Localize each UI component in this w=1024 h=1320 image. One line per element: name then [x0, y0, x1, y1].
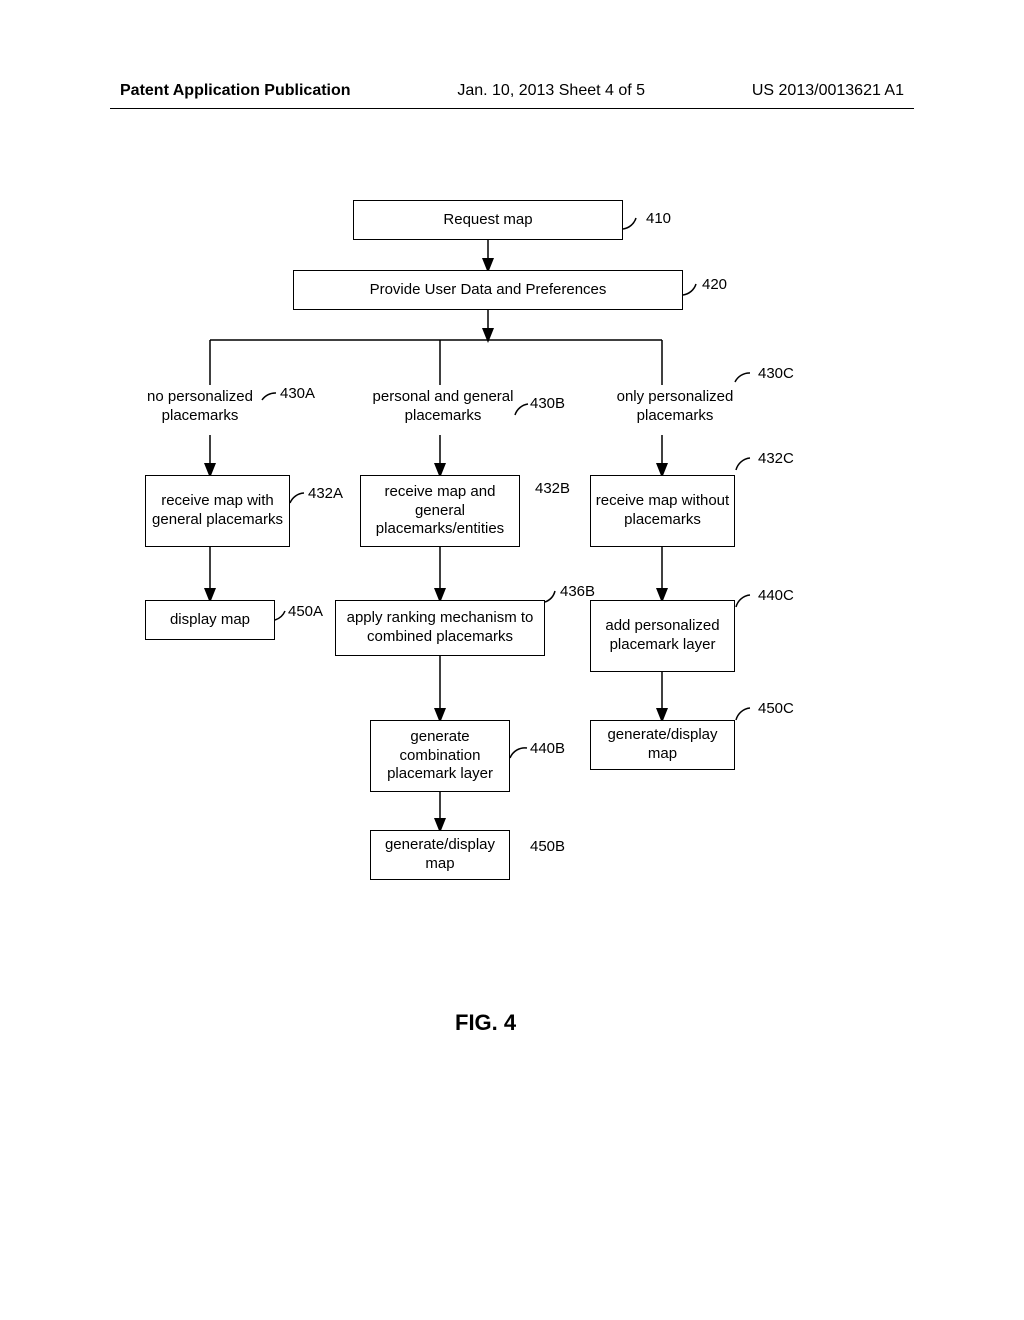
step-receive-no-placemarks: receive map without placemarks	[590, 475, 735, 547]
ref-440B: 440B	[530, 740, 565, 757]
ref-450A: 450A	[288, 603, 323, 620]
flowchart-connectors	[0, 0, 1024, 1320]
step-receive-general: receive map with general placemarks	[145, 475, 290, 547]
step-add-personalized-layer: add personalized placemark layer	[590, 600, 735, 672]
ref-440C: 440C	[758, 587, 794, 604]
ref-430B: 430B	[530, 395, 565, 412]
ref-450C: 450C	[758, 700, 794, 717]
ref-430C: 430C	[758, 365, 794, 382]
step-generate-combination-layer: generate combination placemark layer	[370, 720, 510, 792]
ref-432C: 432C	[758, 450, 794, 467]
ref-432B: 432B	[535, 480, 570, 497]
ref-432A: 432A	[308, 485, 343, 502]
step-generate-display-c: generate/display map	[590, 720, 735, 770]
ref-410: 410	[646, 210, 671, 227]
step-apply-ranking: apply ranking mechanism to combined plac…	[335, 600, 545, 656]
step-provide-user-data: Provide User Data and Preferences	[293, 270, 683, 310]
figure-caption: FIG. 4	[455, 1010, 516, 1036]
branch-label-only-personalized: only personalized placemarks	[605, 388, 745, 426]
step-receive-general-entities: receive map and general placemarks/entit…	[360, 475, 520, 547]
branch-label-personal-general: personal and general placemarks	[368, 388, 518, 426]
ref-436B: 436B	[560, 583, 595, 600]
step-display-map-a: display map	[145, 600, 275, 640]
step-request-map: Request map	[353, 200, 623, 240]
ref-420: 420	[702, 276, 727, 293]
ref-450B: 450B	[530, 838, 565, 855]
page: Patent Application Publication Jan. 10, …	[0, 0, 1024, 1320]
branch-label-no-personalized: no personalized placemarks	[135, 388, 265, 426]
ref-430A: 430A	[280, 385, 315, 402]
step-generate-display-b: generate/display map	[370, 830, 510, 880]
